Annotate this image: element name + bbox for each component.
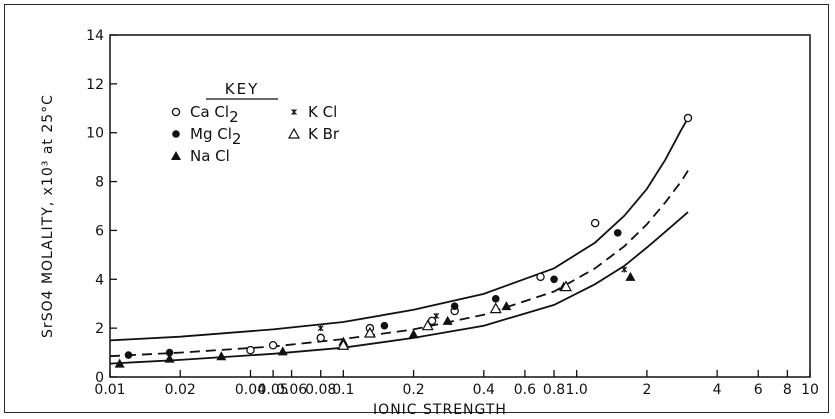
x-tick-label: 8	[783, 382, 792, 398]
legend-marker-nacl	[171, 151, 181, 160]
legend-label-subscript: 2	[232, 130, 242, 148]
legend-label-nacl: Na Cl	[190, 147, 230, 165]
x-tick-label: 0.1	[332, 382, 354, 398]
y-tick-label: 6	[95, 223, 104, 239]
x-tick-label: 10	[801, 382, 819, 398]
x-tick-label: 0.08	[305, 382, 336, 398]
data-point-mgcl2	[613, 229, 622, 237]
chart-frame	[4, 4, 829, 413]
x-tick-label: 2	[642, 382, 651, 398]
y-tick-label: 10	[86, 126, 104, 142]
data-point-mgcl2	[380, 321, 389, 330]
data-point-cacl2	[316, 333, 325, 343]
data-point-nacl	[442, 315, 453, 325]
legend-label-mgcl2: Mg Cl2	[190, 125, 241, 148]
legend-marker-kbr	[287, 127, 301, 139]
legend-label-kbr: K Br	[308, 125, 340, 143]
data-point-kcl	[621, 266, 628, 273]
y-tick-label: 8	[95, 175, 104, 191]
solid-fit-curve	[109, 117, 689, 342]
x-tick-label: 4	[713, 382, 722, 398]
solid-fit-curve	[109, 211, 689, 365]
x-tick-label: 0.6	[514, 382, 536, 398]
y-tick-label: 12	[86, 77, 104, 93]
y-tick-label: 14	[86, 28, 104, 44]
data-point-nacl	[625, 271, 636, 281]
data-point-kbr	[337, 339, 350, 350]
x-tick-label: 0.04	[235, 382, 266, 398]
data-point-cacl2	[268, 340, 278, 350]
data-point-mgcl2	[550, 275, 558, 284]
dashed-fit-curve	[109, 170, 689, 358]
data-point-nacl	[501, 301, 512, 311]
data-point-mgcl2	[450, 302, 459, 310]
data-point-nacl	[408, 329, 419, 339]
x-tick-label: 0.01	[94, 382, 125, 398]
x-tick-label: 0.06	[276, 382, 307, 398]
data-point-mgcl2	[165, 348, 174, 357]
x-tick-label: 0.2	[402, 382, 424, 398]
data-point-nacl	[277, 346, 288, 356]
x-tick-label: 0.05	[258, 382, 289, 398]
legend-label-cacl2: Ca Cl2	[190, 103, 239, 126]
data-point-nacl	[216, 351, 227, 361]
data-point-mgcl2	[491, 295, 500, 303]
data-point-nacl	[164, 353, 175, 363]
legend-marker-mgcl2	[172, 130, 180, 138]
y-tick-label: 4	[95, 272, 104, 288]
y-axis-label: SrSO4 MOLALITY, x10³ at 25°C	[40, 94, 56, 338]
x-tick-label: 0.02	[165, 382, 196, 398]
x-tick-label: 1.0	[566, 382, 588, 398]
data-point-cacl2	[590, 218, 600, 228]
data-point-cacl2	[683, 113, 693, 123]
legend-label-kcl: K Cl	[308, 103, 337, 121]
legend-label-subscript: 2	[229, 108, 239, 126]
x-tick-label: 0.4	[473, 382, 495, 398]
legend-marker-kcl	[291, 109, 297, 115]
legend-marker-cacl2	[171, 107, 181, 117]
data-point-mgcl2	[124, 351, 133, 359]
data-point-nacl	[114, 358, 125, 368]
data-points	[114, 113, 693, 368]
x-axis: 0.01 0.02 0.040.050.060.080.1 0.2 0.4 0.6 0.8 1…	[94, 370, 819, 398]
data-point-kcl	[317, 325, 324, 332]
x-axis-label: IONIC STRENGTH	[373, 402, 507, 418]
y-tick-label: 0	[95, 370, 104, 386]
y-axis: 0 2 4 6 8 10 12 14	[86, 28, 117, 386]
data-point-cacl2	[246, 345, 255, 355]
data-point-cacl2	[536, 272, 545, 282]
data-point-kbr	[363, 326, 376, 338]
data-point-kbr	[559, 280, 573, 292]
legend-title: KEY	[225, 80, 259, 98]
data-point-kcl	[433, 312, 440, 319]
plot-area	[109, 34, 811, 378]
y-tick-label: 2	[95, 321, 104, 337]
data-point-kbr	[489, 302, 502, 314]
x-tick-label: 6	[754, 382, 763, 398]
data-point-kbr	[421, 319, 434, 331]
x-tick-label: 0.8	[543, 382, 565, 398]
